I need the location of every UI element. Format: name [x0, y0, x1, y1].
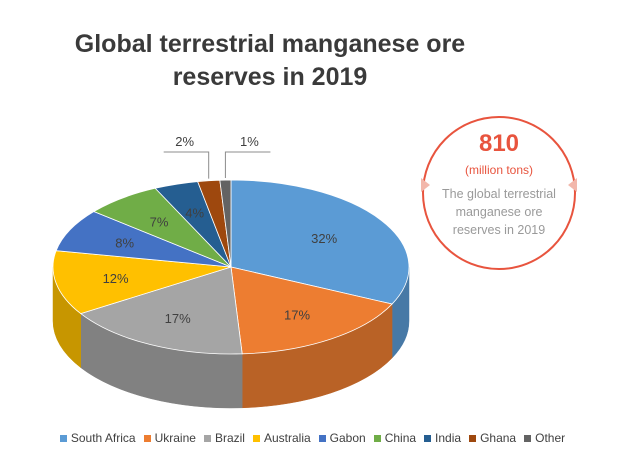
legend-item-china: China	[373, 431, 417, 445]
slice-gabon	[55, 211, 232, 268]
legend-swatch	[143, 434, 151, 442]
legend-label: Brazil	[214, 431, 245, 445]
legend-label: Ghana	[480, 431, 517, 445]
callout-unit: (million tons)	[464, 163, 533, 177]
data-label-india: 4%	[185, 205, 204, 220]
data-labels: 32% 17% 17% 12% 8% 7% 4% 2% 1%	[103, 134, 338, 326]
legend-item-australia: Australia	[252, 431, 311, 445]
data-label-ghana: 2%	[175, 134, 194, 149]
slice-australia	[52, 250, 232, 315]
legend-swatch	[424, 434, 432, 442]
data-label-ukraine: 17%	[284, 307, 310, 322]
leader-line-ghana	[163, 151, 210, 179]
legend-swatch	[203, 434, 211, 442]
slice-south-africa	[230, 179, 410, 305]
callout-value: 810	[478, 130, 520, 157]
data-label-china: 7%	[150, 215, 169, 230]
legend-item-other: Other	[524, 431, 565, 445]
legend-label: South Africa	[70, 431, 136, 445]
slice-brazil	[79, 266, 243, 355]
legend-label: India	[435, 431, 462, 445]
legend-swatch	[469, 434, 477, 442]
data-label-gabon: 8%	[115, 236, 134, 251]
legend-swatch	[252, 434, 260, 442]
data-label-brazil: 17%	[165, 311, 191, 326]
legend-label: Australia	[263, 431, 311, 445]
legend-swatch	[318, 434, 326, 442]
legend-swatch	[59, 434, 67, 442]
callout-left-pointer	[421, 178, 430, 192]
legend-item-ukraine: Ukraine	[143, 431, 196, 445]
legend-label: Other	[535, 431, 566, 445]
slice-other	[219, 179, 232, 268]
legend-item-brazil: Brazil	[203, 431, 245, 445]
leader-line-other	[224, 151, 271, 179]
legend-swatch	[524, 434, 532, 442]
data-label-australia: 12%	[103, 271, 129, 286]
summary-callout: 810 (million tons) The global terrestria…	[421, 116, 577, 270]
data-label-south-africa: 32%	[311, 231, 337, 246]
slice-ukraine	[230, 266, 393, 355]
legend-item-india: India	[424, 431, 461, 445]
legend-item-south-africa: South Africa	[59, 431, 136, 445]
legend-swatch	[373, 434, 381, 442]
callout-right-pointer	[568, 178, 577, 192]
chart-title: Global terrestrial manganese ore reserve…	[74, 30, 466, 91]
legend-label: Ukraine	[154, 431, 196, 445]
legend-label: China	[384, 431, 417, 445]
chart-legend: South Africa Ukraine Brazil Australia Gabon C…	[0, 431, 625, 445]
data-label-other: 1%	[240, 134, 259, 149]
pie-slices	[52, 179, 410, 355]
legend-item-ghana: Ghana	[469, 431, 516, 445]
legend-item-gabon: Gabon	[318, 431, 366, 445]
legend-label: Gabon	[329, 431, 366, 445]
callout-description: The global terrestrial manganese ore res…	[442, 187, 556, 237]
